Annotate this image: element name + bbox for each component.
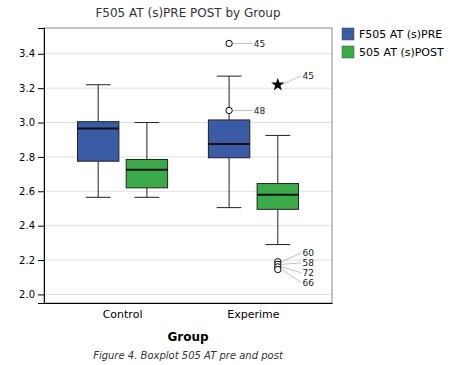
outlier-label: 48 xyxy=(254,106,266,116)
outlier-label: 45 xyxy=(303,71,314,81)
y-tick-label: 2.6 xyxy=(19,186,35,197)
y-tick: 3.0 xyxy=(19,117,44,128)
grid-line xyxy=(44,294,332,295)
outlier-labels: 45 48 45 60587266 xyxy=(233,39,314,288)
y-tick-mark xyxy=(38,123,44,124)
label-leader xyxy=(233,110,253,111)
label-leader xyxy=(233,43,253,44)
box-body xyxy=(77,122,118,162)
title: F505 AT (s)PRE POST by Group xyxy=(95,6,280,20)
legend-item: 505 AT (s)POST xyxy=(342,46,444,59)
x-tick: Control xyxy=(103,308,143,321)
whisker-cap-low xyxy=(217,207,242,208)
median-line xyxy=(257,194,298,196)
legend-label: 505 AT (s)POST xyxy=(359,46,444,59)
y-tick-label: 3.2 xyxy=(19,83,35,94)
marks xyxy=(77,40,298,272)
y-tick-mark xyxy=(38,294,44,295)
x-axis-line xyxy=(45,303,333,304)
whisker-high xyxy=(146,123,147,160)
y-axis: 2.0 2.2 2.4 2.6 2.8 3.0 3.2 3.4 xyxy=(19,29,44,304)
outlier-point xyxy=(275,266,281,272)
outlier-label: 58 xyxy=(303,258,315,268)
outlier-label: 45 xyxy=(254,39,265,49)
grid-line xyxy=(44,53,332,54)
chart-svg: 2.0 2.2 2.4 2.6 2.8 3.0 3.2 3.4 Control Experime 4… xyxy=(0,0,450,365)
median-line xyxy=(77,128,118,130)
outlier-point xyxy=(226,107,232,113)
outlier-label: 66 xyxy=(303,278,315,288)
y-tick-mark xyxy=(38,88,44,89)
label-leader xyxy=(282,267,302,273)
whisker-low xyxy=(277,209,278,244)
whisker-low xyxy=(146,188,147,197)
x-tick: Experime xyxy=(227,308,280,321)
y-tick-mark xyxy=(38,260,44,261)
median-line xyxy=(126,169,167,171)
chart-container: 2.0 2.2 2.4 2.6 2.8 3.0 3.2 3.4 Control Experime 4… xyxy=(0,0,450,365)
outlier-label: 60 xyxy=(303,248,315,258)
box-body xyxy=(208,120,249,158)
whisker-high xyxy=(277,135,278,183)
x-axis: Control Experime xyxy=(45,304,333,321)
y-tick: 2.2 xyxy=(19,255,44,266)
box xyxy=(208,40,249,207)
x-tick-label: Experime xyxy=(227,308,280,321)
whisker-cap-high xyxy=(134,122,159,123)
whisker-cap-low xyxy=(265,244,290,245)
label-leader xyxy=(282,76,302,85)
grid-line xyxy=(44,225,332,226)
grid-line xyxy=(44,88,332,89)
x-tick-label: Control xyxy=(103,308,143,321)
plot: 2.0 2.2 2.4 2.6 2.8 3.0 3.2 3.4 Control Experime 4… xyxy=(19,28,332,321)
outlier-point xyxy=(226,40,232,46)
y-tick-label: 2.2 xyxy=(19,255,35,266)
box-body xyxy=(126,159,167,187)
whisker-cap-high xyxy=(217,76,242,77)
y-tick: 3.2 xyxy=(19,83,44,94)
whisker-cap-low xyxy=(86,197,111,198)
y-tick-mark xyxy=(38,157,44,158)
label-leader xyxy=(282,253,302,262)
whisker-cap-low xyxy=(134,197,159,198)
whisker-cap-high xyxy=(86,84,111,85)
caption: Figure 4. Boxplot 505 AT pre and post xyxy=(93,350,284,361)
y-tick-label: 2.0 xyxy=(19,289,35,300)
label-leader xyxy=(282,269,302,282)
y-tick-label: 3.4 xyxy=(19,48,35,59)
y-tick-label: 3.0 xyxy=(19,117,35,128)
y-tick: 2.8 xyxy=(19,152,44,163)
box xyxy=(77,85,118,198)
grid xyxy=(44,54,332,295)
whisker-low xyxy=(98,161,99,197)
y-tick-label: 2.8 xyxy=(19,152,35,163)
y-tick-mark xyxy=(38,191,44,192)
whisker-low xyxy=(229,158,230,208)
y-tick: 2.0 xyxy=(19,289,44,300)
y-tick: 2.4 xyxy=(19,220,44,231)
label-leader xyxy=(282,263,302,264)
median-line xyxy=(208,143,249,145)
whisker-high xyxy=(98,85,99,122)
legend: F505 AT (s)PRE 505 AT (s)POST xyxy=(342,28,444,59)
legend-swatch xyxy=(342,28,354,40)
whisker-cap-high xyxy=(265,135,290,136)
y-axis-line xyxy=(38,29,45,304)
grid-line xyxy=(44,260,332,261)
box xyxy=(126,123,167,198)
y-tick-mark xyxy=(38,54,44,55)
box-body xyxy=(257,184,298,210)
y-tick: 2.6 xyxy=(19,186,44,197)
y-tick: 3.4 xyxy=(19,48,44,59)
legend-item: F505 AT (s)PRE xyxy=(342,28,442,41)
outlier-label: 72 xyxy=(303,268,314,278)
y-tick-label: 2.4 xyxy=(19,220,35,231)
extreme-point xyxy=(271,78,284,91)
legend-swatch xyxy=(342,46,354,58)
y-tick-mark xyxy=(38,226,44,227)
x-axis-title: Group xyxy=(167,330,209,344)
legend-label: F505 AT (s)PRE xyxy=(359,28,442,41)
plot-frame xyxy=(44,28,332,303)
